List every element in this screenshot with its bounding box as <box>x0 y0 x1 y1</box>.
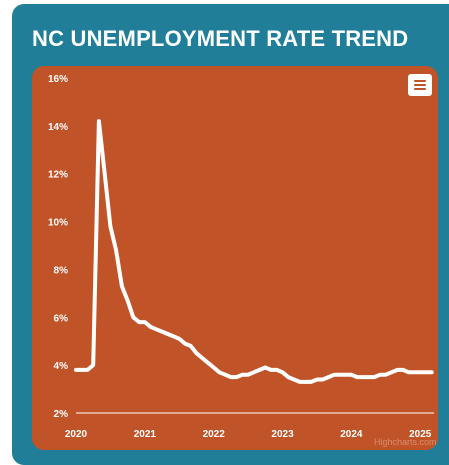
chart-menu-button[interactable] <box>408 74 432 96</box>
chart-card: NC UNEMPLOYMENT RATE TREND 2% 4% 6% 8% 10% 12… <box>12 4 449 465</box>
chart-container: 2% 4% 6% 8% 10% 12% 14% 16% 2020 2021 2022 2023 2024… <box>32 66 438 450</box>
hamburger-menu-icon <box>414 80 426 82</box>
hamburger-menu-icon-bar <box>414 88 426 90</box>
y-tick-label: 8% <box>54 265 69 276</box>
hamburger-menu-icon-bar <box>414 84 426 86</box>
y-tick-label: 6% <box>54 313 69 324</box>
y-tick-label: 14% <box>48 122 68 133</box>
y-tick-label: 10% <box>48 218 68 229</box>
x-tick-label: 2023 <box>271 429 294 440</box>
x-tick-label: 2021 <box>134 429 157 440</box>
chart-credits[interactable]: Highcharts.com <box>374 437 437 447</box>
y-tick-label: 2% <box>54 409 69 420</box>
y-tick-label: 12% <box>48 170 68 181</box>
series-line <box>74 119 434 384</box>
x-tick-label: 2024 <box>340 429 363 440</box>
x-tick-label: 2022 <box>203 429 226 440</box>
page-title: NC UNEMPLOYMENT RATE TREND <box>32 26 409 51</box>
y-tick-label: 16% <box>48 74 68 85</box>
line-chart: 2% 4% 6% 8% 10% 12% 14% 16% 2020 2021 2022 2023 2024… <box>48 74 434 440</box>
x-tick-label: 2025 <box>409 429 432 440</box>
x-tick-label: 2020 <box>65 429 88 440</box>
y-tick-label: 4% <box>54 361 69 372</box>
